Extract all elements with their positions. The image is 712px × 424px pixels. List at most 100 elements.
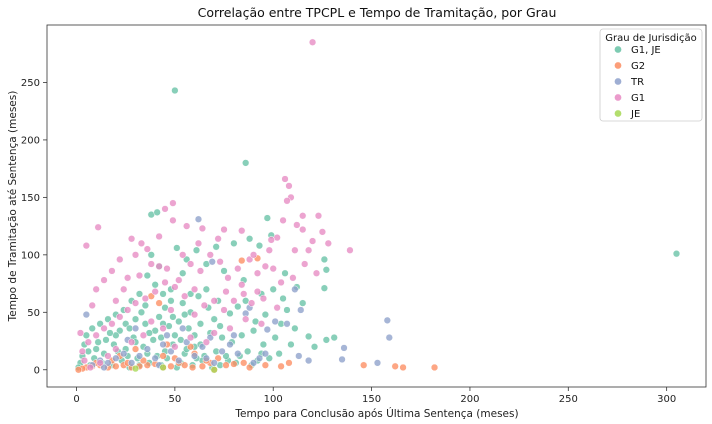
data-point bbox=[198, 362, 207, 370]
data-point bbox=[155, 232, 163, 241]
data-point bbox=[153, 208, 161, 216]
x-tick-label: 150 bbox=[362, 394, 381, 405]
y-tick-label: 0 bbox=[34, 365, 40, 376]
data-point bbox=[147, 317, 155, 326]
data-point bbox=[169, 199, 177, 207]
data-point bbox=[183, 338, 191, 346]
legend-entry-label: G1, JE bbox=[631, 45, 661, 56]
data-point bbox=[175, 276, 183, 284]
data-point bbox=[238, 331, 246, 339]
data-point bbox=[179, 324, 187, 333]
data-point bbox=[200, 301, 209, 310]
data-point bbox=[206, 333, 214, 342]
data-point bbox=[151, 287, 159, 296]
data-point bbox=[222, 287, 230, 296]
x-tick-label: 100 bbox=[264, 394, 283, 405]
data-point bbox=[314, 212, 323, 220]
data-point bbox=[304, 356, 313, 365]
data-point bbox=[304, 246, 313, 254]
data-point bbox=[196, 267, 205, 275]
data-point bbox=[188, 363, 197, 372]
data-point bbox=[155, 313, 163, 321]
data-point bbox=[82, 310, 90, 319]
data-point bbox=[137, 308, 146, 316]
data-point bbox=[86, 363, 94, 372]
data-point bbox=[131, 364, 140, 373]
data-point bbox=[210, 297, 218, 305]
data-point bbox=[92, 331, 100, 339]
data-point bbox=[242, 315, 250, 323]
data-point bbox=[255, 242, 264, 250]
data-point bbox=[340, 344, 348, 352]
x-tick-label: 200 bbox=[460, 394, 479, 405]
data-point bbox=[135, 271, 144, 280]
data-point bbox=[240, 290, 248, 298]
data-point bbox=[131, 345, 140, 353]
data-points bbox=[74, 38, 681, 374]
data-point bbox=[269, 285, 277, 293]
data-point bbox=[214, 354, 222, 362]
data-point bbox=[322, 266, 330, 274]
legend-box bbox=[599, 28, 703, 122]
data-point bbox=[169, 216, 177, 225]
data-point bbox=[198, 343, 207, 351]
data-point bbox=[139, 331, 148, 339]
data-point bbox=[161, 278, 169, 287]
y-axis-ticks: 0 50 100 150 200 250 bbox=[21, 78, 47, 376]
legend-marker bbox=[614, 109, 622, 118]
data-point bbox=[167, 362, 175, 370]
data-point bbox=[297, 306, 305, 314]
data-point bbox=[249, 359, 258, 367]
data-point bbox=[141, 294, 150, 303]
data-point bbox=[271, 317, 279, 326]
data-point bbox=[171, 343, 179, 351]
data-point bbox=[249, 251, 258, 259]
data-point bbox=[112, 354, 120, 362]
data-point bbox=[391, 362, 399, 370]
data-point bbox=[96, 359, 104, 367]
data-point bbox=[100, 324, 108, 333]
data-point bbox=[194, 239, 203, 248]
data-point bbox=[155, 299, 163, 307]
y-tick-label: 100 bbox=[21, 250, 40, 261]
data-point bbox=[190, 310, 199, 319]
data-point bbox=[78, 347, 87, 356]
x-axis-ticks: 0 50 100 150 200 250 300 bbox=[73, 387, 676, 405]
data-point bbox=[135, 290, 144, 298]
data-point bbox=[295, 352, 303, 360]
data-point bbox=[210, 366, 218, 374]
data-point bbox=[206, 251, 214, 259]
data-point bbox=[257, 320, 266, 328]
data-point bbox=[96, 320, 104, 328]
data-point bbox=[279, 294, 287, 303]
data-point bbox=[212, 243, 220, 251]
data-point bbox=[283, 320, 291, 328]
data-point bbox=[238, 256, 246, 265]
data-point bbox=[226, 309, 234, 318]
data-point bbox=[234, 350, 242, 358]
data-point bbox=[224, 274, 232, 282]
data-point bbox=[155, 262, 163, 270]
data-point bbox=[216, 258, 224, 266]
data-point bbox=[285, 359, 293, 367]
data-point bbox=[124, 274, 132, 282]
data-point bbox=[261, 262, 270, 270]
data-point bbox=[287, 340, 295, 349]
data-point bbox=[222, 352, 230, 360]
data-point bbox=[283, 197, 291, 205]
data-point bbox=[171, 331, 179, 339]
data-point bbox=[385, 333, 393, 342]
data-point bbox=[169, 313, 177, 321]
data-point bbox=[100, 276, 108, 284]
data-point bbox=[245, 255, 254, 264]
data-point bbox=[183, 255, 191, 264]
data-point bbox=[159, 352, 167, 360]
data-point bbox=[301, 260, 309, 268]
data-point bbox=[214, 235, 222, 243]
data-point bbox=[131, 299, 140, 307]
legend-marker bbox=[614, 77, 622, 86]
data-point bbox=[143, 245, 151, 253]
data-point bbox=[308, 38, 317, 46]
data-point bbox=[202, 338, 210, 346]
data-point bbox=[82, 242, 90, 250]
